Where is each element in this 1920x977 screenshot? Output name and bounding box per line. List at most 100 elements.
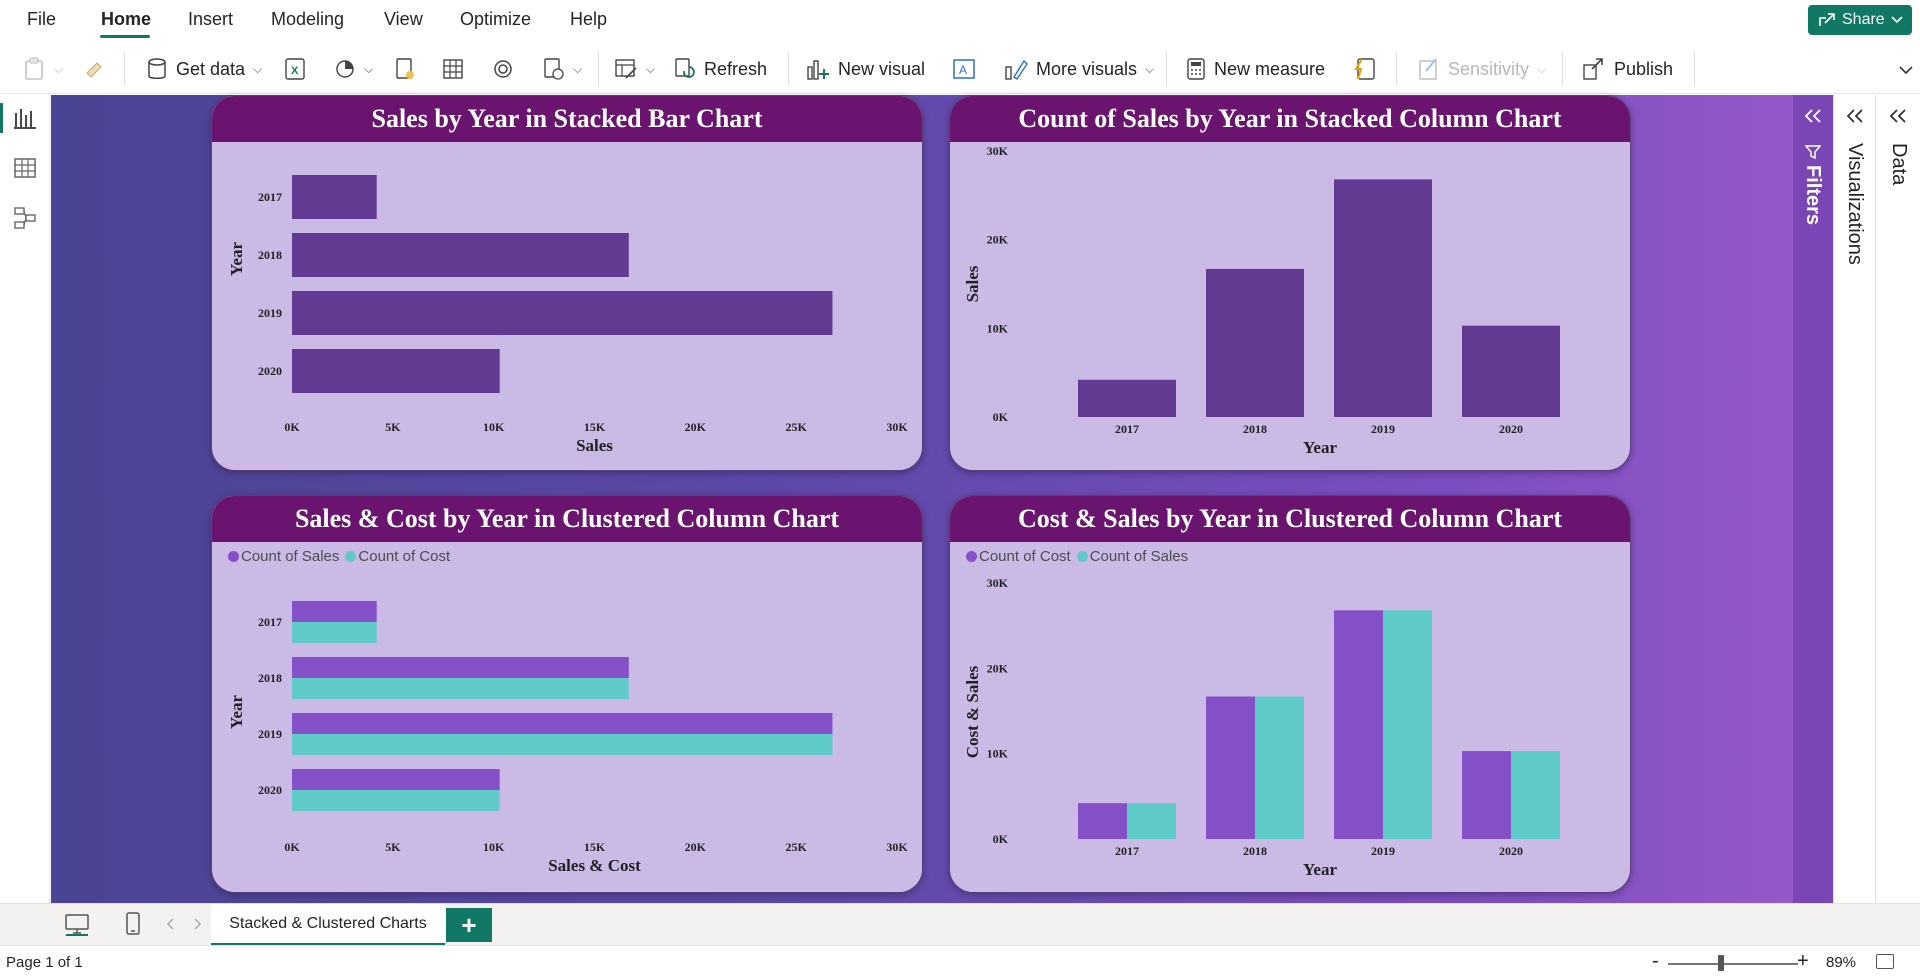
- chart-svg: 0K 5K 10K 15K 20K 25K 30K Sales & Cost Year 2017 2…: [227, 601, 908, 875]
- model-view-icon[interactable]: [12, 205, 38, 231]
- paste-button[interactable]: ⌵: [24, 54, 63, 84]
- data-hub-button[interactable]: ⌵: [334, 54, 373, 84]
- y-tick-label: 0K: [993, 832, 1009, 846]
- x-axis-label: Year: [1303, 438, 1337, 457]
- visualizations-pane[interactable]: Visualizations: [1833, 95, 1875, 903]
- menu-home[interactable]: Home: [101, 9, 152, 29]
- x-tick-label: 2019: [1371, 422, 1395, 436]
- next-page-icon[interactable]: [194, 918, 202, 930]
- menu-optimize[interactable]: Optimize: [460, 9, 532, 29]
- x-tick-label: 25K: [785, 420, 807, 434]
- report-view-icon[interactable]: [12, 105, 38, 131]
- zoom-out-button[interactable]: -: [1652, 950, 1659, 972]
- chart-card-sales-stacked-bar[interactable]: Sales by Year in Stacked Bar Chart 0K 5K 1…: [211, 95, 923, 471]
- bar-chart-add-icon: [807, 60, 829, 80]
- chart-legend: Count of Sales Count of Cost: [228, 548, 450, 565]
- new-measure-label: New measure: [1214, 58, 1326, 79]
- x-tick-label: 15K: [584, 840, 606, 854]
- zoom-level: 89%: [1826, 954, 1857, 971]
- publish-button[interactable]: Publish: [1582, 54, 1673, 84]
- link-icon: [494, 60, 512, 78]
- transform-data-button[interactable]: ⌵: [614, 54, 655, 84]
- prev-page-icon[interactable]: [166, 918, 174, 930]
- bar: [292, 657, 629, 678]
- legend-item[interactable]: Count of Sales: [228, 548, 339, 565]
- ribbon-separator: [1396, 52, 1397, 86]
- filters-pane[interactable]: Filters: [1793, 95, 1833, 903]
- y-axis-label: Year: [227, 242, 246, 276]
- double-chevron-left-icon[interactable]: [1846, 109, 1864, 123]
- recent-sources-button[interactable]: [491, 54, 515, 84]
- add-page-button[interactable]: +: [446, 908, 492, 942]
- x-tick-label: 0K: [284, 840, 300, 854]
- enter-data-button[interactable]: [442, 54, 464, 84]
- recent-button[interactable]: ⌵: [543, 54, 582, 84]
- legend-item[interactable]: Count of Sales: [1076, 548, 1189, 565]
- chart-card-sales-cost-clustered-bar[interactable]: Sales & Cost by Year in Clustered Column…: [211, 495, 923, 893]
- get-data-button[interactable]: Get data ⌵: [146, 54, 262, 84]
- zoom-slider-track[interactable]: [1668, 963, 1798, 965]
- mobile-layout-icon[interactable]: [124, 912, 142, 936]
- menu-modeling[interactable]: Modeling: [271, 9, 345, 29]
- table-view-icon[interactable]: [12, 155, 38, 181]
- page-tab-stacked-clustered[interactable]: Stacked & Clustered Charts: [211, 904, 445, 946]
- menu-file[interactable]: File: [27, 9, 57, 29]
- y-tick-label: 30K: [987, 576, 1009, 590]
- fit-to-page-icon[interactable]: [1876, 954, 1894, 969]
- desktop-layout-icon[interactable]: [64, 912, 90, 936]
- svg-text:A: A: [959, 63, 967, 77]
- publish-icon: [1583, 58, 1603, 80]
- zoom-slider-thumb[interactable]: [1718, 955, 1724, 971]
- menu-help[interactable]: Help: [570, 9, 608, 29]
- database-icon: [148, 58, 166, 79]
- paste-icon: [25, 57, 43, 80]
- y-tick-label: 2017: [258, 615, 282, 629]
- transform-icon: [615, 59, 637, 79]
- bar: [1462, 325, 1560, 417]
- text-box-button[interactable]: A: [952, 54, 976, 84]
- ribbon-collapse-chevron-icon[interactable]: [1899, 66, 1913, 75]
- excel-button[interactable]: X: [284, 54, 306, 84]
- chart-card-count-sales-stacked-column[interactable]: Count of Sales by Year in Stacked Column…: [949, 95, 1631, 471]
- x-axis-label: Year: [1303, 860, 1337, 879]
- bar: [1078, 803, 1127, 839]
- zoom-in-button[interactable]: +: [1797, 950, 1809, 972]
- y-tick-label: 2019: [258, 727, 282, 741]
- refresh-button[interactable]: Refresh: [674, 54, 767, 84]
- format-painter-button[interactable]: [84, 54, 106, 84]
- double-chevron-left-icon[interactable]: [1804, 109, 1822, 123]
- menu-insert[interactable]: Insert: [188, 9, 234, 29]
- legend-item[interactable]: Count of Cost: [345, 548, 450, 565]
- quick-measure-button[interactable]: [1354, 54, 1376, 84]
- refresh-label: Refresh: [704, 58, 768, 79]
- dataverse-icon: [396, 58, 414, 79]
- share-button[interactable]: Share: [1808, 5, 1912, 35]
- dataverse-button[interactable]: [394, 54, 416, 84]
- chart-title: Sales & Cost by Year in Clustered Column…: [212, 496, 922, 542]
- bar: [1078, 379, 1176, 417]
- new-visual-button[interactable]: New visual: [806, 54, 925, 84]
- x-axis-label: Sales: [576, 436, 613, 455]
- menu-view[interactable]: View: [384, 9, 423, 29]
- x-tick-label: 2017: [1115, 422, 1139, 436]
- new-measure-button[interactable]: New measure: [1186, 54, 1325, 84]
- y-axis-label: Year: [227, 695, 246, 729]
- x-tick-label: 10K: [483, 840, 505, 854]
- chart-legend: Count of Cost Count of Sales: [966, 548, 1188, 565]
- legend-item[interactable]: Count of Cost: [966, 548, 1071, 565]
- data-pane[interactable]: Data: [1875, 95, 1920, 903]
- visualizations-label: Visualizations: [1844, 143, 1866, 265]
- bar: [1127, 803, 1176, 839]
- y-tick-label: 20K: [987, 233, 1009, 247]
- double-chevron-left-icon[interactable]: [1889, 109, 1907, 123]
- data-hub-icon: [336, 60, 354, 78]
- x-tick-label: 5K: [385, 420, 401, 434]
- more-visuals-button[interactable]: More visuals ⌵: [1004, 54, 1154, 84]
- chart-title: Cost & Sales by Year in Clustered Column…: [950, 496, 1630, 542]
- sensitivity-icon: [1419, 58, 1437, 80]
- chart-card-cost-sales-clustered-column[interactable]: Cost & Sales by Year in Clustered Column…: [949, 495, 1631, 893]
- bar: [292, 769, 500, 790]
- legend-label: Count of Sales: [1089, 548, 1189, 565]
- sensitivity-button[interactable]: Sensitivity ⌵: [1418, 54, 1546, 84]
- y-axis-label: Cost & Sales: [963, 665, 982, 758]
